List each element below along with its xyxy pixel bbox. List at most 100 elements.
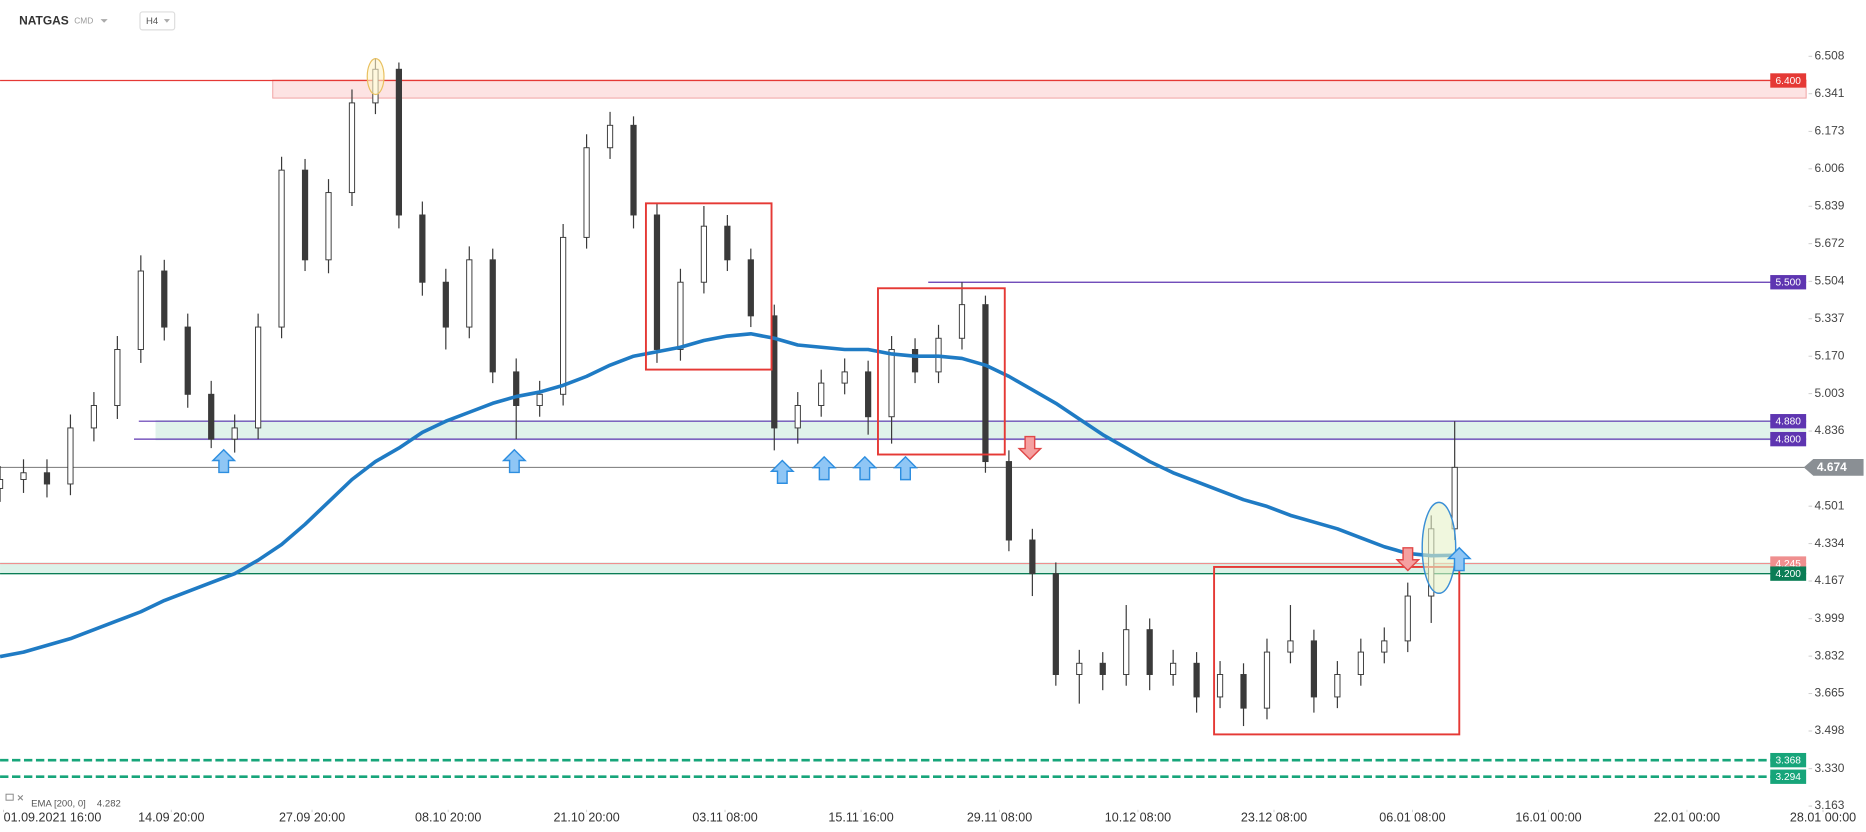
candle-body (1310, 640, 1318, 698)
y-tick-label: 4.836 (1815, 423, 1845, 437)
candle-body (747, 259, 754, 317)
level-tag-label: 4.880 (1775, 416, 1801, 427)
x-tick-label: 08.10 20:00 (415, 810, 481, 824)
candle-body (231, 427, 238, 440)
candle-body (700, 225, 708, 283)
axes: 6.508 6.341 6.173 6.006 5.839 5.672 5.504 5.337… (3, 48, 1864, 824)
candle-body (1216, 674, 1224, 698)
down-arrow (1017, 435, 1043, 461)
candle-body (1099, 662, 1106, 675)
candle-body (90, 405, 98, 429)
level-tag (1770, 275, 1807, 290)
level-tag (1770, 566, 1807, 581)
level-tag (1770, 752, 1807, 768)
annotation-box (1213, 565, 1461, 736)
candle-body (20, 472, 27, 480)
level-tag-label: 6.400 (1775, 76, 1801, 87)
candle-body (1287, 640, 1294, 653)
y-tick-label: 4.334 (1815, 536, 1845, 550)
level-tag (1770, 431, 1807, 447)
annotation-box (877, 287, 1006, 456)
level-tag-label: 4.245 (1775, 559, 1801, 570)
candle-body (630, 124, 637, 216)
up-arrow (852, 455, 878, 481)
candle-body (1193, 662, 1200, 698)
symbol[interactable]: NATGAS (19, 14, 69, 28)
x-tick-label: 22.01 00:00 (1654, 810, 1720, 824)
indicator-settings-icon[interactable] (5, 793, 14, 801)
buy-arrows (211, 448, 1472, 572)
x-tick-label: 10.12 08:00 (1105, 810, 1171, 824)
x-tick-label: 28.01 00:00 (1790, 810, 1856, 824)
y-tick-label: 5.672 (1815, 236, 1845, 250)
candle-body (1263, 651, 1271, 709)
candle-body (1240, 674, 1247, 709)
indicator-value: 4.282 (97, 798, 121, 809)
candle-body (1357, 651, 1364, 675)
y-tick-label: 3.330 (1815, 761, 1845, 775)
candle-body (1076, 662, 1083, 675)
candle-body (466, 259, 473, 328)
y-tick-label: 6.341 (1815, 86, 1845, 100)
candle-body (536, 393, 543, 406)
up-arrow (211, 448, 237, 474)
y-tick-label: 4.167 (1815, 573, 1845, 587)
highlight-ellipse (1421, 501, 1457, 594)
symbol-dropdown-caret[interactable] (100, 19, 108, 23)
level-tag-label: 3.294 (1775, 772, 1801, 783)
interval[interactable]: H4 (146, 16, 159, 27)
y-tick-label: 6.006 (1815, 161, 1845, 175)
up-arrow (892, 455, 918, 481)
zones (0, 79, 1807, 779)
y-tick-label: 3.999 (1815, 611, 1845, 625)
candle-body (1029, 539, 1036, 575)
level-tag (1770, 769, 1807, 784)
candle-body (1404, 595, 1411, 642)
up-arrow (811, 455, 837, 481)
candle-body (348, 102, 356, 194)
candle-body (958, 304, 966, 339)
interval-caret[interactable] (163, 19, 170, 23)
x-tick-label: 29.11 08:00 (967, 810, 1032, 824)
current-price-tag (1803, 459, 1864, 476)
candle-body (818, 382, 825, 406)
candle-body (841, 371, 848, 384)
candle-body (208, 393, 215, 440)
x-tick-label: 15.11 16:00 (828, 810, 893, 824)
level-tag-label: 4.200 (1775, 569, 1801, 580)
candle-body (513, 371, 520, 406)
indicator-remove-icon[interactable] (17, 795, 24, 801)
current-price-label: 4.674 (1817, 460, 1847, 474)
candle-body (888, 349, 895, 418)
x-tick-label: 14.09 20:00 (138, 810, 204, 824)
candle-body (67, 427, 74, 485)
candle-body (794, 405, 801, 429)
candle-body (1170, 662, 1177, 675)
resistance-zone (272, 79, 1807, 99)
down-arrow (1395, 547, 1421, 572)
plot (0, 58, 1458, 727)
up-arrow (769, 459, 795, 484)
annotation-box (644, 202, 773, 371)
x-tick-label: 06.01 08:00 (1379, 810, 1445, 824)
candle-body (583, 147, 590, 238)
y-tick-label: 5.504 (1815, 273, 1845, 287)
x-tick-label: 01.09.2021 16:00 (4, 810, 102, 824)
up-arrow (501, 448, 527, 474)
interval-box[interactable] (139, 11, 176, 31)
candle-body (489, 259, 496, 373)
y-tick-label: 5.839 (1815, 198, 1845, 212)
up-arrow (1446, 546, 1472, 572)
y-tick-label: 3.665 (1815, 686, 1845, 700)
candle-body (442, 281, 449, 328)
candle-body (114, 349, 121, 406)
y-tick-label: 3.498 (1815, 723, 1845, 737)
y-tick-label: 3.832 (1815, 648, 1845, 662)
candle-body (1381, 640, 1388, 653)
candle-body (184, 326, 191, 395)
candle-body (1123, 629, 1130, 675)
market: CMD (74, 16, 93, 26)
y-tick-label: 4.501 (1815, 498, 1845, 512)
annotations (211, 58, 1472, 736)
candle-body (1146, 629, 1153, 675)
